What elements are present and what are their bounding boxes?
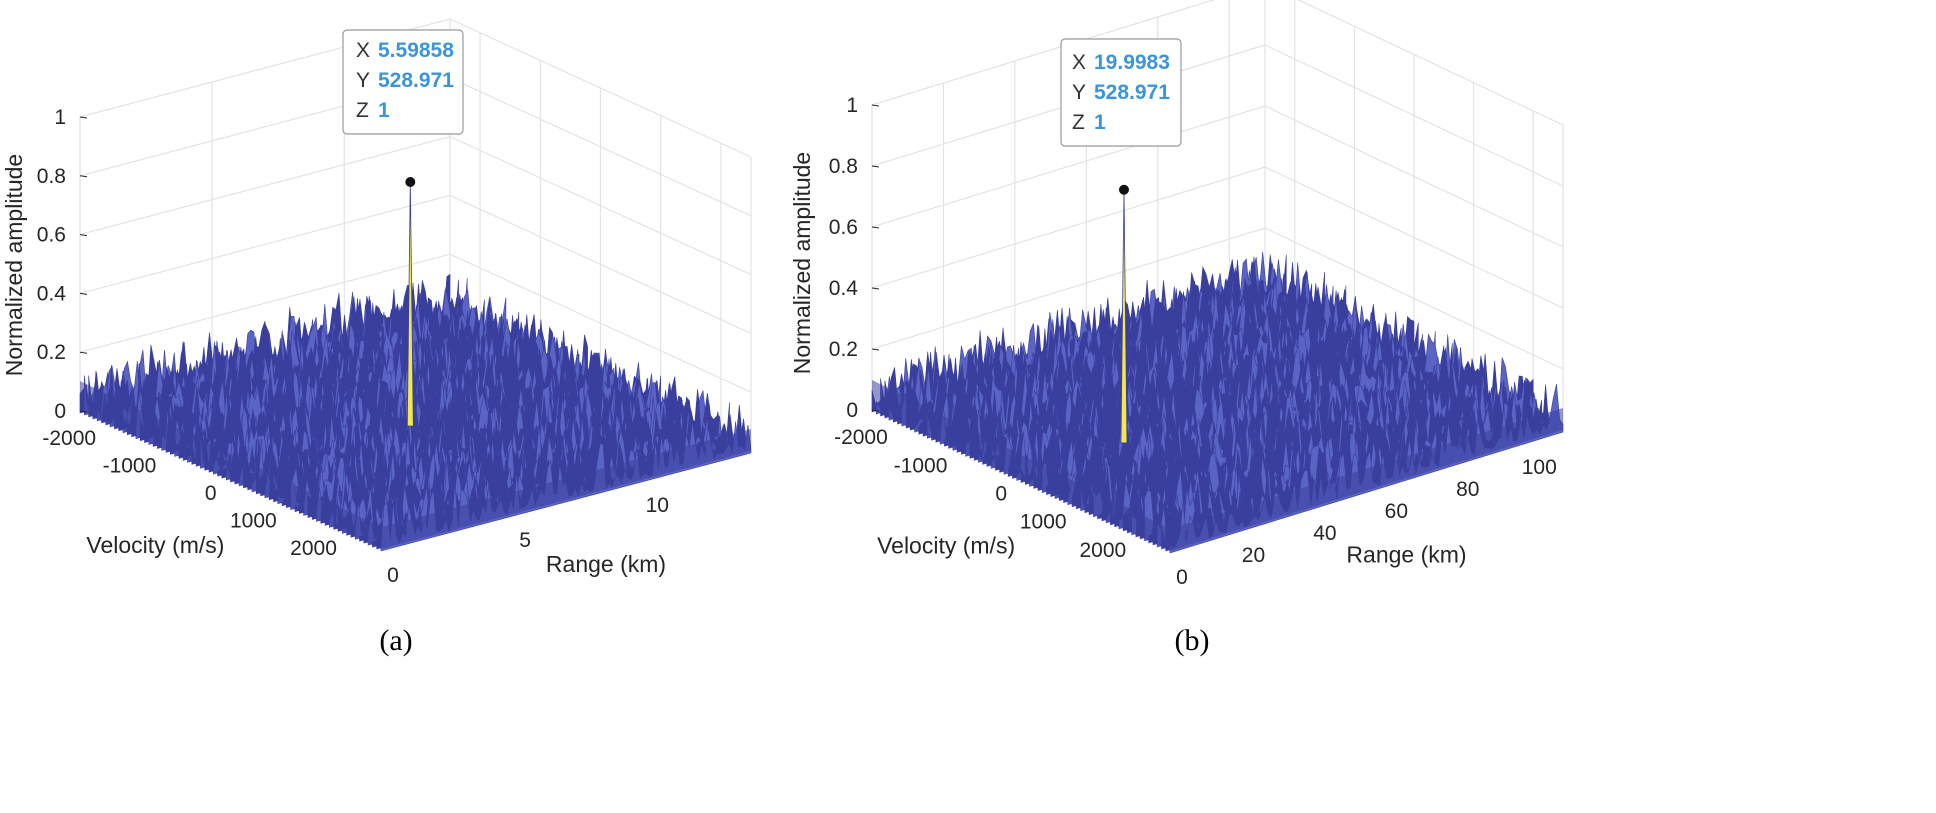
surface-front-face: [1170, 408, 1563, 551]
z-tick: [871, 226, 880, 229]
z-gridline: [871, 105, 1564, 248]
z-tick: [871, 165, 880, 168]
panel-a: 0 0.2 0.4 0.6 0.8 1 -2000 -1000 0 1000 2000 0 5 10 Vel…: [1, 18, 752, 657]
datatip-box: [342, 29, 464, 135]
datatip-key: Y: [356, 69, 370, 92]
datatip-value: 1: [378, 99, 390, 122]
z-gridline: [79, 135, 752, 276]
z-tick-label: 0.8: [37, 165, 66, 188]
y-axis-label: Velocity (m/s): [86, 532, 224, 558]
surface-strip: [281, 373, 653, 507]
surface: [79, 273, 752, 552]
datatip-key: X: [356, 39, 370, 62]
datatip-value: 5.59858: [378, 39, 454, 62]
z-tick-label: 0.4: [37, 282, 67, 305]
datatip[interactable]: X 19.9983 Y 528.971 Z 1: [1060, 38, 1182, 147]
z-tick: [871, 287, 880, 290]
y-tick-label: -2000: [42, 427, 96, 450]
datatip[interactable]: X 5.59858 Y 528.971 Z 1: [342, 29, 464, 135]
z-tick: [871, 409, 880, 412]
z-gridline: [871, 0, 1564, 126]
y-tick-label: 0: [205, 482, 217, 505]
z-tick: [79, 292, 88, 295]
z-tick-label: 0.4: [829, 277, 859, 300]
z-tick-label: 0: [846, 399, 858, 422]
surface-front-face: [381, 429, 751, 549]
y-tick-label: 2000: [1079, 539, 1126, 562]
x-tick-label: 10: [646, 494, 669, 517]
y-tick-label: 1000: [1020, 511, 1067, 534]
panel-b: 0 0.2 0.4 0.6 0.8 1 -2000 -1000 0 1000 2000 0 20 40 60…: [789, 0, 1564, 657]
y-tick-label: 0: [995, 483, 1007, 506]
y-axis-label: Velocity (m/s): [877, 532, 1015, 558]
z-tick: [79, 234, 88, 237]
datatip-key: Z: [1072, 111, 1085, 134]
z-tick-label: 0.8: [829, 155, 858, 178]
y-tick-label: -1000: [894, 454, 948, 477]
z-axis-label: Normalized amplitude: [1, 154, 27, 376]
x-tick-label: 60: [1385, 500, 1408, 523]
z-tick-label: 0.2: [829, 338, 858, 361]
x-axis-label: Range (km): [546, 551, 666, 577]
datatip-marker[interactable]: [1118, 184, 1129, 195]
datatip-box: [1060, 38, 1182, 147]
z-tick-label: 0.2: [37, 341, 66, 364]
z-tick-label: 0.6: [37, 224, 66, 247]
z-tick-label: 0: [54, 400, 66, 423]
z-axis-label: Normalized amplitude: [789, 152, 815, 374]
x-tick-label: 100: [1522, 456, 1557, 479]
x-axis-label: Range (km): [1346, 542, 1466, 568]
datatip-value: 19.9983: [1094, 51, 1170, 74]
panel-caption: (b): [1175, 624, 1210, 657]
peak-spike: [1120, 189, 1128, 444]
peak-spike: [406, 181, 414, 427]
surface: [871, 251, 1564, 554]
y-tick-label: -1000: [103, 454, 157, 477]
z-tick: [79, 351, 88, 354]
datatip-value: 1: [1094, 111, 1106, 134]
z-tick: [79, 410, 88, 413]
datatip-key: X: [1072, 51, 1086, 74]
datatip-key: Y: [1072, 81, 1086, 104]
z-tick-label: 1: [54, 106, 66, 129]
panel-caption: (a): [379, 624, 412, 657]
datatip-value: 528.971: [1094, 81, 1170, 104]
surface-left-face: [80, 381, 381, 549]
x-tick-label: 5: [519, 529, 531, 552]
y-tick-label: 2000: [290, 537, 337, 560]
x-tick-label: 20: [1242, 544, 1265, 567]
x-tick-label: 80: [1456, 478, 1479, 501]
x-tick-label: 0: [1176, 566, 1188, 589]
z-tick-label: 0.6: [829, 216, 858, 239]
surface-left-face: [872, 380, 1170, 551]
datatip-value: 528.971: [378, 69, 454, 92]
z-tick: [79, 116, 88, 119]
datatip-marker[interactable]: [405, 176, 416, 187]
x-tick-label: 40: [1313, 522, 1336, 545]
y-tick-label: -2000: [834, 426, 888, 449]
y-tick-label: 1000: [230, 510, 277, 533]
z-tick: [79, 175, 88, 178]
z-tick: [871, 104, 880, 107]
x-tick-label: 0: [387, 564, 399, 587]
z-gridline: [871, 44, 1564, 187]
z-tick: [871, 348, 880, 351]
datatip-key: Z: [356, 99, 369, 122]
z-tick-label: 1: [846, 94, 858, 117]
